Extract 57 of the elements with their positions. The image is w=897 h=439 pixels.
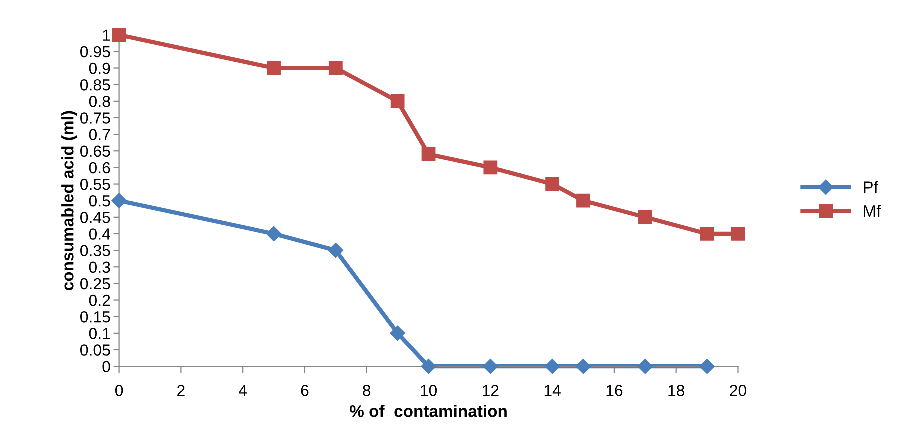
point (544, 358, 560, 374)
point (576, 358, 592, 374)
y-tick-label: 0.25 (80, 278, 110, 290)
point (267, 61, 281, 76)
point (576, 194, 590, 208)
legend-label: Mf (864, 205, 882, 218)
y-tick-label: 0.75 (80, 112, 110, 124)
x-tick-label: 14 (544, 385, 561, 396)
point (700, 358, 715, 374)
y-tick-label: 0.85 (80, 79, 110, 91)
y-tick-label: 0.3 (89, 262, 110, 274)
y-tick-label: 0.05 (80, 344, 110, 356)
y-tick-label: 0.9 (89, 62, 110, 74)
x-tick-label: 20 (730, 385, 746, 396)
point (638, 358, 653, 374)
y-tick-label: 1 (103, 30, 110, 41)
point (328, 242, 344, 258)
point (266, 226, 282, 242)
point (700, 227, 714, 241)
point (483, 358, 498, 374)
y-tick-label: 0.7 (89, 129, 110, 140)
point (112, 28, 126, 42)
point (328, 61, 343, 76)
y-tick-label: 0 (102, 361, 110, 373)
y-tick-label: 0.2 (89, 294, 110, 306)
x-tick-label: 2 (178, 385, 185, 396)
legend-label: Pf (864, 181, 879, 194)
x-tick-label: 6 (301, 385, 309, 396)
x-tick-label: 8 (363, 385, 371, 396)
y-tick-label: 0.95 (80, 46, 110, 58)
x-tick-label: 4 (239, 385, 248, 396)
y-tick-label: 0.65 (80, 146, 110, 158)
point (422, 147, 436, 162)
point (421, 358, 436, 374)
point (731, 227, 746, 241)
point (546, 177, 560, 192)
x-tick-label: 18 (668, 385, 685, 396)
point (390, 94, 405, 108)
y-axis-title: consumabled acid (ml) (62, 111, 78, 290)
point (484, 160, 498, 175)
point (638, 210, 652, 224)
y-tick-label: 0.45 (80, 212, 110, 224)
y-tick-label: 0.1 (89, 328, 110, 340)
x-axis-title: % of contamination (350, 405, 507, 418)
y-tick-label: 0.55 (80, 178, 110, 190)
x-tick-label: 0 (115, 385, 124, 396)
y-tick-label: 0.4 (89, 228, 110, 240)
y-tick-label: 0.8 (89, 96, 110, 108)
point (112, 193, 127, 208)
y-tick-label: 0.35 (80, 245, 110, 257)
x-tick-label: 10 (421, 385, 438, 396)
y-tick-label: 0.15 (80, 311, 110, 323)
y-tick-label: 0.5 (89, 195, 110, 207)
point (390, 326, 406, 341)
x-tick-label: 16 (606, 385, 623, 396)
x-tick-label: 12 (482, 385, 499, 396)
y-tick-label: 0.6 (89, 162, 110, 174)
